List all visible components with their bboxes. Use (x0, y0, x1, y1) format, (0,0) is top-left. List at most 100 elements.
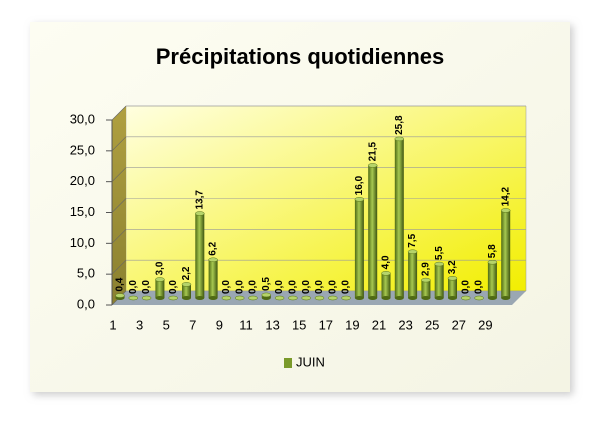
bar-cap (394, 136, 405, 142)
bar-cap (407, 249, 418, 254)
value-label: 0,0 (141, 280, 152, 294)
x-tick-label: 1 (109, 317, 116, 332)
bar-base (394, 296, 404, 300)
bar-cap (274, 295, 285, 301)
bar (368, 165, 378, 298)
y-tick-label: 25,0 (70, 142, 95, 157)
value-label: 7,5 (407, 233, 418, 247)
bar-cap (447, 276, 458, 281)
x-tick-label: 25 (425, 317, 439, 332)
bar-cap (500, 208, 511, 213)
bar (195, 213, 205, 298)
bar-cap (128, 295, 139, 301)
bar-base (261, 296, 271, 300)
y-tick-label: 5,0 (77, 266, 95, 281)
value-label: 0,0 (341, 280, 352, 294)
bar-base (368, 296, 378, 300)
bar (182, 284, 191, 298)
bar (394, 138, 404, 298)
value-label: 0,5 (261, 277, 272, 291)
y-tick-label: 10,0 (70, 235, 95, 250)
y-tick-label: 0,0 (77, 296, 95, 311)
value-label: 0,0 (248, 280, 259, 294)
grid-line-side (111, 229, 127, 244)
bar-cap (367, 163, 378, 168)
x-tick-label: 5 (163, 317, 170, 332)
x-tick-label: 29 (478, 317, 492, 332)
x-tick-label: 21 (372, 317, 386, 332)
bar-cap (208, 257, 218, 263)
value-label: 0,0 (301, 280, 312, 294)
bar-base (434, 296, 444, 300)
bar-base (448, 296, 457, 300)
y-tick-label: 30,0 (70, 111, 95, 126)
bar-base (182, 296, 191, 300)
bar-base (208, 296, 218, 300)
bar-cap (421, 277, 431, 283)
bar (434, 264, 444, 298)
value-label: 0,0 (460, 280, 471, 294)
value-label: 0,0 (128, 280, 139, 294)
value-label: 0,0 (274, 280, 285, 294)
x-tick-label: 3 (136, 317, 143, 332)
bar-cap (288, 295, 298, 301)
value-label: 0,0 (327, 280, 338, 294)
bar-cap (115, 293, 125, 298)
bar (208, 259, 218, 298)
bar-base (381, 296, 391, 300)
value-label: 0,0 (288, 280, 299, 294)
bar-cap (168, 295, 178, 301)
x-tick-label: 23 (398, 317, 412, 332)
grid-line-side (111, 259, 127, 275)
bar-cap (328, 295, 338, 301)
y-tick-label: 20,0 (70, 173, 95, 188)
bar-cap (141, 295, 152, 301)
bar-cap (155, 277, 165, 282)
value-label: 3,0 (155, 261, 166, 275)
x-tick-label: 13 (265, 317, 279, 332)
value-label: 14,2 (500, 187, 511, 207)
bar-cap (248, 295, 258, 301)
bar-base (195, 296, 205, 300)
value-label: 6,2 (208, 241, 219, 255)
bar-cap (314, 295, 325, 301)
legend-label: JUIN (296, 354, 325, 369)
bar (421, 280, 431, 298)
bar-cap (301, 295, 311, 301)
x-tick-label: 19 (345, 317, 359, 332)
bar-cap (474, 295, 484, 301)
bar-cap (461, 295, 471, 301)
bar-cap (354, 197, 365, 202)
bar (381, 273, 391, 298)
bar-cap (434, 261, 444, 267)
bar-base (155, 296, 165, 300)
bar (448, 278, 457, 298)
bar-cap (261, 292, 272, 298)
value-label: 2,9 (421, 262, 432, 276)
bar (487, 262, 497, 298)
value-label: 5,8 (487, 244, 498, 258)
bar-cap (341, 295, 351, 301)
bar (408, 251, 418, 298)
bar-base (487, 296, 497, 300)
y-tick-label: 15,0 (70, 204, 95, 219)
x-tick-label: 7 (189, 317, 196, 332)
value-label: 0,0 (234, 280, 245, 294)
bar-base (408, 296, 418, 300)
bar-base (354, 296, 364, 300)
value-label: 3,2 (447, 260, 458, 274)
bar (155, 279, 165, 298)
value-label: 0,0 (474, 280, 485, 294)
value-label: 5,5 (434, 246, 445, 260)
value-label: 0,0 (168, 280, 179, 294)
value-label: 4,0 (381, 255, 392, 269)
grid-line-side (111, 198, 127, 213)
value-label: 21,5 (367, 142, 378, 162)
x-tick-label: 11 (239, 317, 253, 332)
x-tick-label: 15 (292, 317, 306, 332)
bar-base (421, 296, 431, 300)
grid-line-side (111, 105, 127, 121)
grid-line-side (111, 167, 127, 182)
